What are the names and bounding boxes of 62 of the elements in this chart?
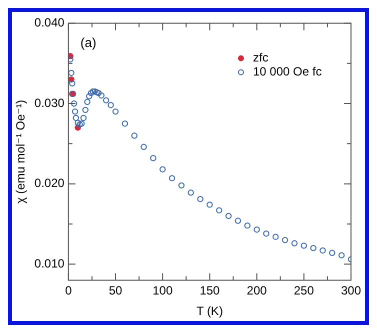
point [140, 144, 147, 150]
point [320, 247, 326, 254]
point [122, 120, 128, 127]
point [168, 175, 176, 182]
y-tick-label: 0.040 [34, 16, 65, 30]
point [76, 121, 83, 128]
point [94, 89, 100, 96]
x-tick-label: 250 [294, 284, 314, 298]
point [178, 182, 185, 189]
point [92, 88, 98, 95]
point [160, 166, 166, 172]
point [69, 80, 76, 87]
x-axis-title: T (K) [196, 304, 223, 318]
point [68, 56, 74, 62]
point [329, 250, 336, 256]
y-tick-label: 0.030 [34, 96, 65, 110]
point [80, 114, 87, 122]
point [84, 98, 90, 106]
x-tick-label: 50 [108, 284, 123, 298]
legend-label: 10 000 Oe fc [252, 64, 322, 79]
x-tick-label: 100 [152, 284, 173, 298]
point [86, 93, 92, 100]
point [103, 97, 110, 104]
point [95, 90, 102, 96]
x-tick-label: 200 [246, 284, 268, 298]
y-tick-label: 0.010 [34, 256, 65, 270]
annotation: (a) [80, 34, 96, 50]
point [82, 106, 88, 114]
point [72, 108, 78, 115]
x-tick-label: 0 [65, 284, 72, 298]
point [216, 207, 222, 214]
point [338, 252, 345, 258]
y-tick-label: 0.020 [34, 176, 65, 190]
point [108, 102, 114, 108]
point [254, 226, 260, 233]
point [188, 190, 194, 196]
point [88, 90, 94, 96]
point [197, 196, 204, 202]
point [68, 70, 74, 76]
point [90, 88, 96, 95]
x-tick-label: 300 [340, 284, 362, 298]
point [78, 120, 85, 127]
point [70, 100, 78, 107]
point [206, 202, 213, 208]
legend-label: zfc [252, 50, 268, 65]
point [291, 240, 298, 246]
point [282, 236, 288, 244]
point [72, 114, 80, 122]
point [263, 230, 270, 237]
point [112, 108, 119, 115]
point [131, 132, 138, 139]
point [272, 234, 279, 240]
x-tick-label: 150 [200, 284, 220, 298]
point [300, 242, 307, 249]
point [244, 222, 250, 229]
point [225, 212, 232, 220]
point [74, 120, 81, 126]
point [234, 218, 242, 224]
y-axis-title: χ (emu mol⁻¹ Oe⁻¹) [14, 100, 28, 204]
point [150, 155, 156, 162]
point [98, 92, 104, 99]
point [310, 244, 316, 252]
